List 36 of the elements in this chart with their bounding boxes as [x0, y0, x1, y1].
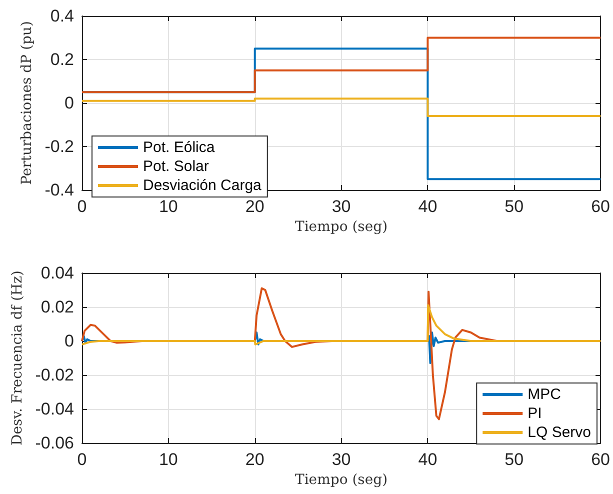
- x-tick-label: 40: [418, 450, 438, 469]
- legend-label: LQ Servo: [528, 424, 592, 441]
- x-tick-label: 50: [504, 450, 524, 469]
- y-tick-label: -0.4: [44, 180, 74, 200]
- x-tick-label: 60: [591, 450, 610, 469]
- y-axis-title: Desv. Frecuencia df (Hz): [9, 270, 26, 446]
- y-tick-label: 0.04: [40, 264, 74, 282]
- y-tick-label: -0.02: [35, 366, 74, 384]
- x-tick-label: 30: [332, 450, 351, 469]
- x-tick-label: 20: [245, 450, 264, 469]
- y-axis-title: Perturbaciones dP (pu): [18, 21, 35, 185]
- x-tick-label: 40: [418, 197, 438, 216]
- legend-label: Pot. Solar: [143, 158, 209, 175]
- y-tick-label: -0.06: [35, 434, 74, 452]
- x-axis-title: Tiempo (seg): [294, 472, 388, 488]
- x-tick-label: 0: [77, 197, 87, 216]
- y-tick-label: 0: [64, 94, 74, 112]
- x-tick-label: 20: [245, 197, 264, 216]
- y-tick-label: 0: [64, 332, 74, 350]
- x-tick-label: 0: [77, 450, 87, 469]
- x-tick-label: 30: [332, 197, 351, 216]
- y-tick-label: 0.2: [50, 50, 74, 69]
- x-tick-label: 50: [504, 197, 524, 216]
- x-axis-title: Tiempo (seg): [294, 218, 388, 235]
- y-tick-label: -0.04: [35, 400, 74, 418]
- legend-label: MPC: [528, 386, 562, 403]
- x-tick-label: 60: [591, 197, 610, 216]
- legend-label: PI: [528, 405, 542, 422]
- legend-label: Desviación Carga: [143, 177, 262, 194]
- line-series: [81, 304, 602, 346]
- y-tick-label: -0.2: [44, 137, 74, 156]
- y-tick-label: 0.02: [40, 298, 74, 316]
- y-tick-label: 0.4: [50, 6, 74, 26]
- legend-label: Pot. Eólica: [143, 139, 216, 156]
- x-tick-label: 10: [158, 197, 178, 216]
- x-tick-label: 10: [158, 450, 178, 469]
